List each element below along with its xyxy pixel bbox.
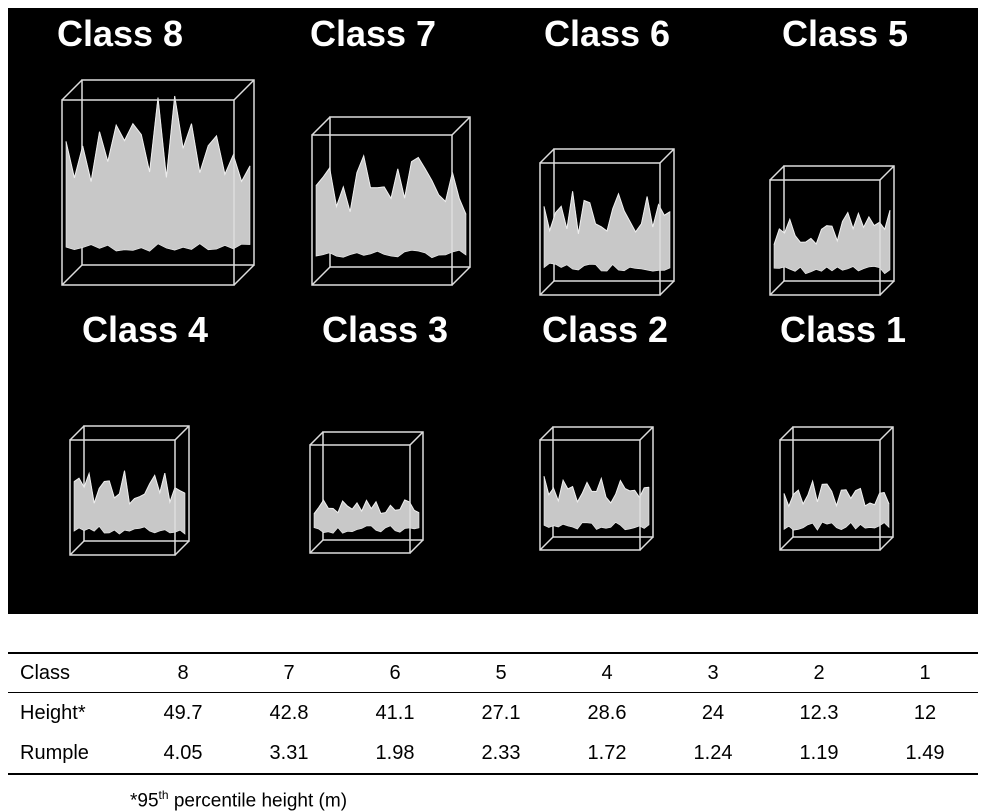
table-cell: 4.05 — [130, 733, 236, 774]
table-cell: 12 — [872, 693, 978, 734]
table-cell: 27.1 — [448, 693, 554, 734]
table-cell: 41.1 — [342, 693, 448, 734]
table-cell: 1.72 — [554, 733, 660, 774]
table-cell: 8 — [130, 653, 236, 693]
panel-label: Class 8 — [57, 13, 183, 54]
panel-label: Class 1 — [780, 309, 906, 350]
page: Class 8Class 7Class 6Class 5Class 4Class… — [0, 0, 981, 812]
table-cell: 42.8 — [236, 693, 342, 734]
footnote-sup: th — [159, 788, 169, 802]
panel-label: Class 5 — [782, 13, 908, 54]
panel-label: Class 6 — [544, 13, 670, 54]
table-cell: 3 — [660, 653, 766, 693]
table-cell: 1.19 — [766, 733, 872, 774]
panel-label: Class 7 — [310, 13, 436, 54]
table-cell: 7 — [236, 653, 342, 693]
table-cell: 24 — [660, 693, 766, 734]
table-cell: 1 — [872, 653, 978, 693]
table-cell: 1.24 — [660, 733, 766, 774]
table-cell: 12.3 — [766, 693, 872, 734]
table-cell: 2 — [766, 653, 872, 693]
footnote-text: percentile height (m) — [169, 790, 347, 811]
table-cell: Class — [8, 653, 130, 693]
table-cell: 2.33 — [448, 733, 554, 774]
table-cell: 28.6 — [554, 693, 660, 734]
footnote-text: *95 — [130, 790, 159, 811]
table-cell: 1.98 — [342, 733, 448, 774]
table-cell: 4 — [554, 653, 660, 693]
footnote: *95th percentile height (m) — [130, 788, 347, 812]
panel-label: Class 3 — [322, 309, 448, 350]
panel-label: Class 2 — [542, 309, 668, 350]
table-cell: 49.7 — [130, 693, 236, 734]
table-cell: 5 — [448, 653, 554, 693]
figure-panel: Class 8 Class 7 Class 6 Class 5 Class 4 Class… — [8, 8, 978, 614]
table-cell: 6 — [342, 653, 448, 693]
table-cell: 3.31 — [236, 733, 342, 774]
panel-label: Class 4 — [82, 309, 208, 350]
table-cell: Rumple — [8, 733, 130, 774]
table-cell: Height* — [8, 693, 130, 734]
table-cell: 1.49 — [872, 733, 978, 774]
